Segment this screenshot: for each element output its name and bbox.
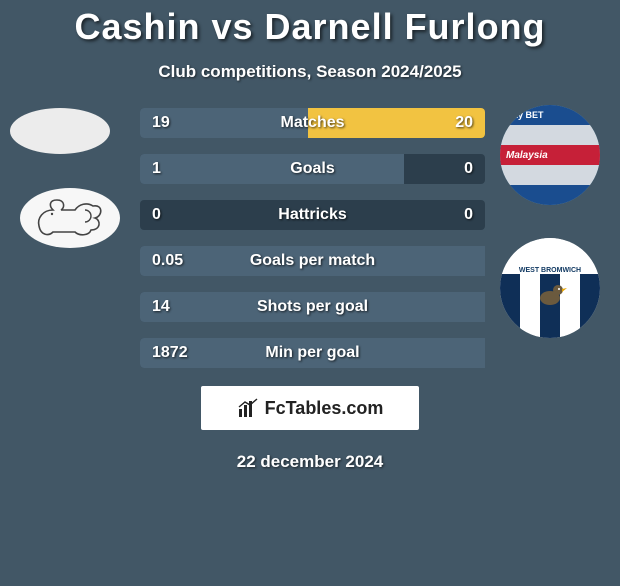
- player-1-club-logo: [20, 188, 120, 248]
- player-2-photo: sky BET Malaysia: [500, 105, 600, 205]
- skybet-text: sky BET: [508, 110, 544, 120]
- stat-right-value: 0: [464, 160, 473, 178]
- bar-fill-left: [140, 154, 404, 184]
- stat-left-value: 0: [152, 206, 161, 224]
- wba-stripe: [580, 274, 600, 338]
- stat-left-value: 0.05: [152, 252, 183, 270]
- stat-row: 0 0 Hattricks: [140, 200, 485, 230]
- stat-label: Matches: [280, 114, 344, 132]
- stat-bars: 19 20 Matches 1 0 Goals 0 0 Hattricks 0.05 Goals p…: [140, 108, 485, 384]
- stat-label: Goals per match: [250, 252, 375, 270]
- stat-left-value: 14: [152, 298, 170, 316]
- stat-row: 1 0 Goals: [140, 154, 485, 184]
- photo-stripe: [500, 185, 600, 205]
- stat-right-value: 20: [455, 114, 473, 132]
- chart-icon: [237, 397, 259, 419]
- stat-left-value: 1: [152, 160, 161, 178]
- date-text: 22 december 2024: [237, 452, 384, 472]
- stat-label: Goals: [290, 160, 334, 178]
- stat-row: 19 20 Matches: [140, 108, 485, 138]
- stat-label: Min per goal: [265, 344, 359, 362]
- attribution-badge: FcTables.com: [201, 386, 419, 430]
- stat-label: Hattricks: [278, 206, 346, 224]
- ram-icon: [35, 196, 105, 240]
- photo-stripe: sky BET: [500, 105, 600, 125]
- photo-stripe: [500, 125, 600, 145]
- wba-stripe: [500, 274, 520, 338]
- subtitle: Club competitions, Season 2024/2025: [0, 62, 620, 82]
- malaysia-text: Malaysia: [506, 150, 548, 161]
- player-1-photo: [10, 108, 110, 154]
- thrush-icon: [532, 276, 568, 312]
- photo-stripe: Malaysia: [500, 145, 600, 165]
- stat-right-value: 0: [464, 206, 473, 224]
- stat-row: 1872 Min per goal: [140, 338, 485, 368]
- stat-row: 14 Shots per goal: [140, 292, 485, 322]
- stat-left-value: 19: [152, 114, 170, 132]
- attribution-text: FcTables.com: [265, 398, 384, 419]
- page-title: Cashin vs Darnell Furlong: [0, 6, 620, 48]
- stat-label: Shots per goal: [257, 298, 368, 316]
- wba-arch-text: WEST BROMWICH: [500, 238, 600, 274]
- stat-row: 0.05 Goals per match: [140, 246, 485, 276]
- photo-stripe: [500, 165, 600, 185]
- stat-left-value: 1872: [152, 344, 188, 362]
- player-2-club-logo: WEST BROMWICH: [500, 238, 600, 338]
